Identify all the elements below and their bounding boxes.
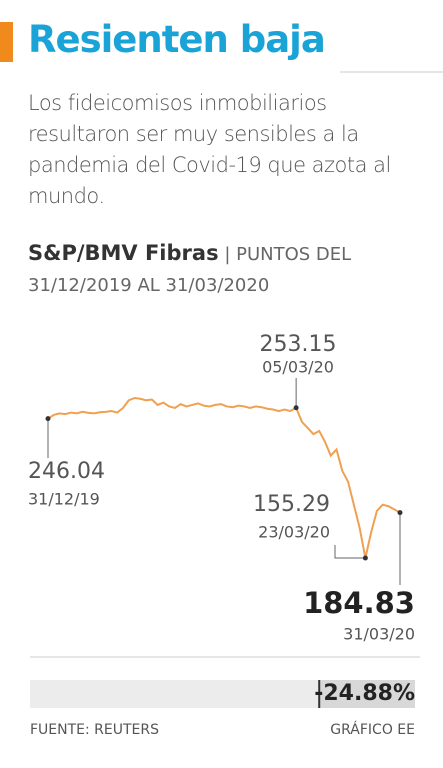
chart-title: S&P/BMV Fibras [28, 241, 219, 265]
point-marker [293, 405, 299, 411]
data-line [47, 396, 401, 559]
annotation-date: 31/03/20 [343, 625, 415, 644]
accent-bar [0, 22, 13, 62]
source: FUENTE: REUTERS [30, 722, 159, 738]
annotation-value: 253.15 [260, 332, 337, 357]
title: Resienten baja [28, 18, 326, 61]
credit: GRÁFICO EE [330, 721, 415, 738]
change-label: -24.88% [314, 681, 415, 706]
description: Los fideicomisos inmobiliarios resultaro… [28, 91, 391, 208]
change-bar [319, 680, 415, 708]
annotation-date: 31/12/19 [28, 490, 100, 509]
annotation-value: 184.83 [303, 586, 415, 620]
annotation-date: 23/03/20 [258, 523, 330, 542]
point-marker [45, 416, 51, 422]
point-marker [362, 555, 368, 561]
annotation-value: 155.29 [253, 492, 330, 517]
leader-line [334, 545, 366, 559]
annotation-date: 05/03/20 [262, 358, 334, 377]
point-marker [397, 510, 403, 516]
chart-subtitle: | PUNTOS DEL 31/12/2019 AL 31/03/2020 [28, 244, 352, 296]
annotation-value: 246.04 [28, 459, 105, 484]
chart-heading: S&P/BMV Fibras | PUNTOS DEL 31/12/2019 A… [28, 238, 418, 301]
